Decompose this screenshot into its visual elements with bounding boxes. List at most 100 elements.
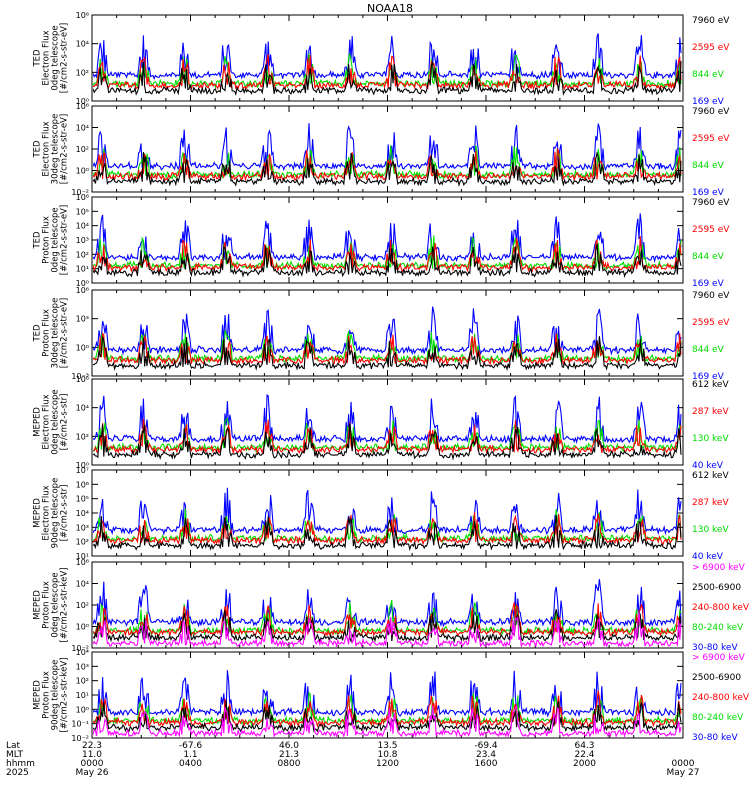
- legend-entry: 130 keV: [692, 525, 729, 535]
- y-tick-label: 10⁰: [76, 461, 89, 470]
- y-tick-label: 10³: [76, 315, 89, 324]
- series-red: [93, 419, 682, 456]
- x-tick-label: 1.1: [183, 750, 197, 760]
- x-tick-label: 2000: [573, 759, 596, 769]
- y-tick-label: 10¹: [76, 691, 89, 700]
- series-blue: [93, 306, 682, 356]
- y-tick-label: 10⁷: [76, 466, 89, 475]
- y-tick-label: 10⁶: [76, 102, 89, 111]
- x-tick-label: -69.4: [474, 741, 498, 751]
- y-label-line: 0deg telescope: [51, 25, 61, 90]
- y-axis-label: MEPED Proton Flux 90deg telescope [#/cm2-s-…: [33, 658, 70, 733]
- y-tick-label: 10⁶: [76, 558, 89, 567]
- y-label-line: Electron Flux: [42, 30, 52, 85]
- series-blue: [93, 33, 682, 80]
- series-red: [93, 512, 682, 546]
- x-tick-label: 21.3: [279, 750, 299, 760]
- x-tick-label: 64.3: [574, 741, 594, 751]
- x-tick-label: 0400: [179, 759, 202, 769]
- x-tick-label: May 26: [76, 768, 109, 778]
- y-tick-label: 10⁵: [76, 495, 89, 504]
- trace-group: [93, 578, 682, 647]
- y-label-line: 0deg telescope: [51, 207, 61, 272]
- y-label-line: [#/cm2-s-str-eV]: [60, 23, 70, 93]
- x-tick-label: 11.0: [82, 750, 102, 760]
- legend-entry: 169 eV: [692, 97, 725, 107]
- y-tick-label: 10⁰: [76, 97, 89, 106]
- x-tick-label: 0800: [278, 759, 301, 769]
- y-tick-label: 10⁻³: [71, 372, 89, 381]
- y-label-line: MEPED: [33, 498, 43, 528]
- panel-1: 10⁰ 10² 10⁴ 10⁶ TED Electron Flux 0deg telesco…: [33, 11, 731, 107]
- y-tick-label: 10⁶: [76, 193, 89, 202]
- legend-entry: > 6900 keV: [692, 563, 746, 573]
- panel-8: 10⁻² 10⁻¹ 10⁰ 10¹ 10² 10³ 10⁴ MEPED Proton Flux 9…: [33, 648, 750, 743]
- y-axis-label: TED Electron Flux 30deg telescope [#/cm2-s-…: [33, 114, 70, 185]
- x-tick-label: 22.3: [82, 741, 102, 751]
- panel-5: 10⁰ 10² 10⁴ 10⁶ MEPED Electron Flux 0deg teles…: [33, 375, 730, 471]
- trace-group: [93, 394, 682, 461]
- y-tick-label: 10⁶: [76, 375, 89, 384]
- y-tick-label: 10⁻²: [71, 734, 89, 743]
- y-tick-label: 10⁰: [76, 623, 89, 632]
- y-tick-label: 10⁻²: [71, 188, 89, 197]
- x-row-label: MLT: [6, 750, 24, 760]
- x-row-label: 2025: [6, 768, 29, 778]
- y-tick-label: 10⁶: [76, 286, 89, 295]
- series-black: [93, 515, 682, 552]
- y-tick-label: 10¹: [76, 265, 89, 274]
- series-black: [93, 61, 682, 96]
- y-label-line: Electron Flux: [42, 485, 52, 540]
- legend-entry: 844 eV: [692, 252, 725, 262]
- legend-entry: 169 eV: [692, 372, 725, 382]
- legend-entry: 2500-6900: [692, 583, 741, 593]
- trace-group: [93, 487, 682, 552]
- y-label-line: 30deg telescope: [51, 298, 61, 369]
- legend-entry: 130 keV: [692, 434, 729, 444]
- legend-entry: 2595 eV: [692, 318, 730, 328]
- trace-group: [93, 33, 682, 96]
- y-tick-label: 10⁶: [76, 480, 89, 489]
- y-label-line: 30deg telescope: [51, 114, 61, 185]
- legend-entry: 844 eV: [692, 345, 725, 355]
- y-label-line: Proton Flux: [42, 216, 52, 264]
- y-axis-label: TED Proton Flux 30deg telescope [#/cm2-s-st…: [33, 298, 70, 369]
- y-label-line: [#/cm2-s-str-keV]: [60, 658, 70, 733]
- legend-entry: 287 keV: [692, 407, 729, 417]
- legend-entry: 7960 eV: [692, 107, 730, 117]
- series-red: [93, 236, 682, 273]
- x-tick-label: May 27: [667, 768, 700, 778]
- series-blue: [93, 394, 682, 445]
- legend-entry: 287 keV: [692, 498, 729, 508]
- legend-entry: 240-800 keV: [692, 693, 750, 703]
- x-row-label: Lat: [6, 741, 21, 751]
- y-label-line: TED: [33, 140, 43, 159]
- legend-entry: > 6900 keV: [692, 653, 746, 663]
- x-tick-label: 0000: [672, 759, 695, 769]
- y-tick-label: 10⁶: [76, 11, 89, 20]
- y-tick-label: 10²: [76, 432, 89, 441]
- panel-4: 10⁻³ 10⁰ 10³ 10⁶ TED Proton Flux 30deg telesco…: [33, 286, 731, 382]
- y-label-line: TED: [33, 231, 43, 250]
- y-tick-label: 10²: [76, 601, 89, 610]
- y-tick-label: 10⁻²: [71, 644, 89, 653]
- series-black: [93, 151, 682, 188]
- series-red: [93, 332, 682, 366]
- legend-entry: 169 eV: [692, 279, 725, 289]
- legend-entry: 30-80 keV: [692, 643, 738, 653]
- chart-title: NOAA18: [367, 2, 413, 15]
- panel-3: 10⁰ 10¹ 10² 10³ 10⁴ 10⁵ 10⁶ TED Proton Flux 0deg …: [33, 193, 731, 289]
- series-magenta: [93, 612, 682, 647]
- series-blue: [93, 578, 682, 629]
- y-tick-label: 10⁴: [76, 40, 89, 49]
- x-tick-label: 0000: [81, 759, 104, 769]
- series-blue: [93, 487, 682, 536]
- y-tick-label: 10⁴: [76, 222, 89, 231]
- y-tick-label: 10⁻¹: [71, 720, 89, 729]
- y-tick-label: 10³: [76, 523, 89, 532]
- y-label-line: [#/cm2-s-str-eV]: [60, 298, 70, 368]
- y-label-line: MEPED: [33, 590, 43, 620]
- series-blue: [93, 670, 682, 718]
- y-axis-label: TED Electron Flux 0deg telescope [#/cm2-s-s…: [33, 23, 70, 93]
